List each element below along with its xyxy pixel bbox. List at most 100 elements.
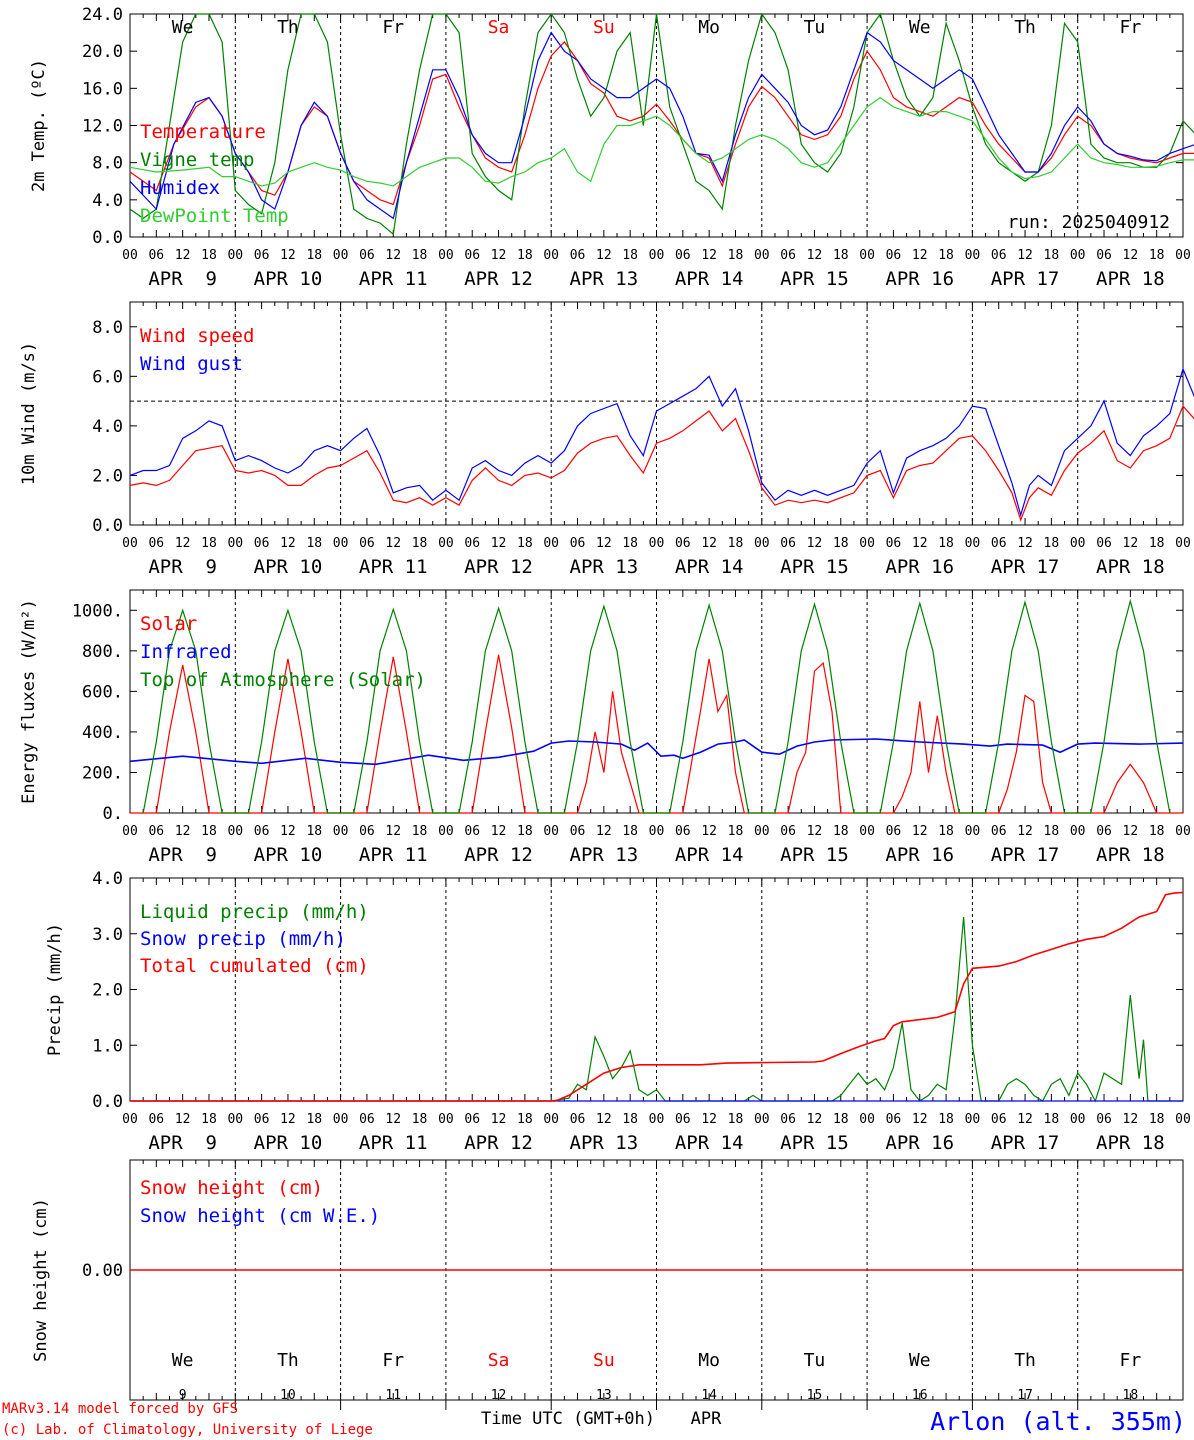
hour-tick-label: 12 [1017, 248, 1033, 263]
date-label: APR 13 [570, 1132, 639, 1154]
hour-tick-label: 18 [1044, 248, 1060, 263]
day-number-label: 16 [912, 1388, 928, 1403]
date-label: APR 16 [885, 1132, 954, 1154]
x-axis-unit: APR [691, 1409, 722, 1429]
hour-tick-label: 00 [227, 1112, 243, 1127]
weekday-label: Tu [804, 1350, 826, 1371]
hour-tick-label: 00 [122, 536, 138, 551]
hour-tick-label: 12 [175, 248, 191, 263]
hour-tick-label: 18 [728, 248, 744, 263]
hour-tick-label: 12 [807, 536, 823, 551]
hour-tick-label: 12 [912, 1112, 928, 1127]
hour-tick-label: 00 [1175, 536, 1191, 551]
hour-tick-label: 06 [780, 248, 796, 263]
hour-tick-label: 18 [938, 536, 954, 551]
hour-tick-label: 12 [701, 536, 717, 551]
date-label: APR 17 [991, 844, 1060, 866]
y-tick-label: 0.00 [82, 1261, 123, 1281]
date-label: APR 18 [1096, 268, 1165, 290]
date-label: APR 11 [359, 268, 428, 290]
y-tick-label: 400. [82, 723, 123, 743]
hour-tick-label: 18 [412, 248, 428, 263]
y-tick-label: 8.0 [92, 154, 123, 174]
y-tick-label: 4.0 [92, 191, 123, 211]
hour-tick-label: 00 [122, 824, 138, 839]
hour-tick-label: 12 [596, 248, 612, 263]
hour-tick-label: 12 [491, 248, 507, 263]
hour-tick-label: 18 [938, 1112, 954, 1127]
hour-tick-label: 18 [412, 536, 428, 551]
legend-entry: Wind gust [140, 353, 243, 375]
series-line [129, 12, 1194, 236]
hour-tick-label: 06 [148, 248, 164, 263]
legend-entry: Top of Atmosphere (Solar) [140, 669, 426, 691]
series-line [129, 31, 1194, 220]
series-line [130, 891, 1184, 1102]
hour-tick-label: 06 [254, 536, 270, 551]
hour-tick-label: 18 [833, 824, 849, 839]
hour-tick-label: 18 [306, 824, 322, 839]
day-number-label: 18 [1123, 1388, 1139, 1403]
weekday-label: Fr [382, 1350, 404, 1371]
hour-tick-label: 12 [175, 536, 191, 551]
day-number-label: 10 [280, 1388, 296, 1403]
hour-tick-label: 12 [807, 824, 823, 839]
hour-tick-label: 18 [306, 1112, 322, 1127]
y-tick-label: 0.0 [92, 516, 123, 536]
legend-entry: Temperature [140, 121, 266, 143]
hour-tick-label: 12 [385, 536, 401, 551]
hour-tick-label: 18 [201, 824, 217, 839]
hour-tick-label: 00 [438, 1112, 454, 1127]
legend-entry: DewPoint Temp [140, 205, 289, 227]
hour-tick-label: 00 [754, 536, 770, 551]
hour-tick-label: 12 [807, 248, 823, 263]
hour-tick-label: 06 [675, 1112, 691, 1127]
date-label: APR 9 [148, 844, 217, 866]
hour-tick-label: 00 [965, 824, 981, 839]
date-label: APR 13 [570, 268, 639, 290]
y-tick-label: 800. [82, 642, 123, 662]
day-number-label: 11 [385, 1388, 401, 1403]
legend-entry: Total cumulated (cm) [140, 955, 369, 977]
weekday-label: We [172, 1350, 194, 1371]
hour-tick-label: 12 [280, 248, 296, 263]
hour-tick-label: 18 [622, 536, 638, 551]
hour-tick-label: 00 [965, 536, 981, 551]
plot-frame [129, 589, 1184, 814]
hour-tick-label: 06 [991, 824, 1007, 839]
hour-tick-label: 18 [517, 536, 533, 551]
y-tick-label: 0.0 [92, 228, 123, 248]
hour-tick-label: 00 [859, 824, 875, 839]
weekday-label: We [172, 17, 194, 38]
hour-tick-label: 18 [1149, 248, 1165, 263]
hour-tick-label: 00 [227, 248, 243, 263]
hour-tick-label: 00 [227, 824, 243, 839]
weekday-label: Th [1014, 17, 1036, 38]
hour-tick-label: 06 [148, 536, 164, 551]
hour-tick-label: 12 [1017, 824, 1033, 839]
series-line [129, 96, 1194, 187]
hour-tick-label: 06 [254, 824, 270, 839]
hour-tick-label: 18 [201, 536, 217, 551]
hour-tick-label: 06 [359, 536, 375, 551]
hour-tick-label: 06 [570, 1112, 586, 1127]
hour-tick-label: 06 [886, 1112, 902, 1127]
weekday-label: Mo [698, 17, 720, 38]
hour-tick-label: 00 [754, 824, 770, 839]
y-tick-label: 20.0 [82, 42, 123, 62]
date-label: APR 15 [780, 268, 849, 290]
hour-tick-label: 06 [570, 824, 586, 839]
hour-tick-label: 00 [227, 536, 243, 551]
run-label: run: 2025040912 [1007, 212, 1170, 233]
panel-4: 0.0 1.0 2.0 3.0 4.0 Precip (mm/h) Liquid preci… [45, 869, 1191, 1154]
hour-tick-label: 12 [175, 824, 191, 839]
hour-tick-label: 12 [912, 536, 928, 551]
day-number-label: 14 [701, 1388, 717, 1403]
hour-tick-label: 18 [517, 824, 533, 839]
hour-tick-label: 18 [517, 1112, 533, 1127]
hour-tick-label: 06 [1096, 1112, 1112, 1127]
y-tick-label: 2.0 [92, 981, 123, 1001]
date-label: APR 12 [464, 268, 533, 290]
hour-tick-label: 00 [333, 824, 349, 839]
hour-tick-label: 12 [280, 536, 296, 551]
